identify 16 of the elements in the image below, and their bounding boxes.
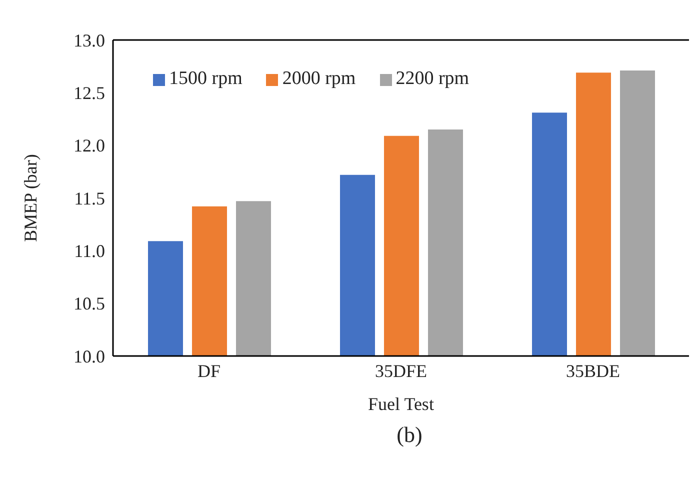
text: (b) <box>396 422 424 448</box>
y-tick-label: 12.5 <box>74 83 105 104</box>
y-tick-label: 13.0 <box>74 30 105 50</box>
x-axis-title: Fuel Test <box>368 394 434 414</box>
legend-label: 1500 rpm <box>169 68 242 89</box>
legend-label: 2200 rpm <box>396 68 470 89</box>
x-tick-label: 35BDE <box>566 360 620 381</box>
y-axis-title: BMEP (bar) <box>20 154 40 242</box>
y-tick-label: 11.0 <box>74 241 105 262</box>
y-tick-label: 10.0 <box>74 346 105 366</box>
y-tick-label: 10.5 <box>74 294 105 314</box>
legend-label: 2000 rpm <box>282 68 356 89</box>
x-tick-label: 35DFE <box>374 360 428 381</box>
y-tick-label: 12.0 <box>74 136 105 156</box>
x-tick-label: DF <box>197 360 221 381</box>
y-tick-label: 11.5 <box>74 188 105 208</box>
